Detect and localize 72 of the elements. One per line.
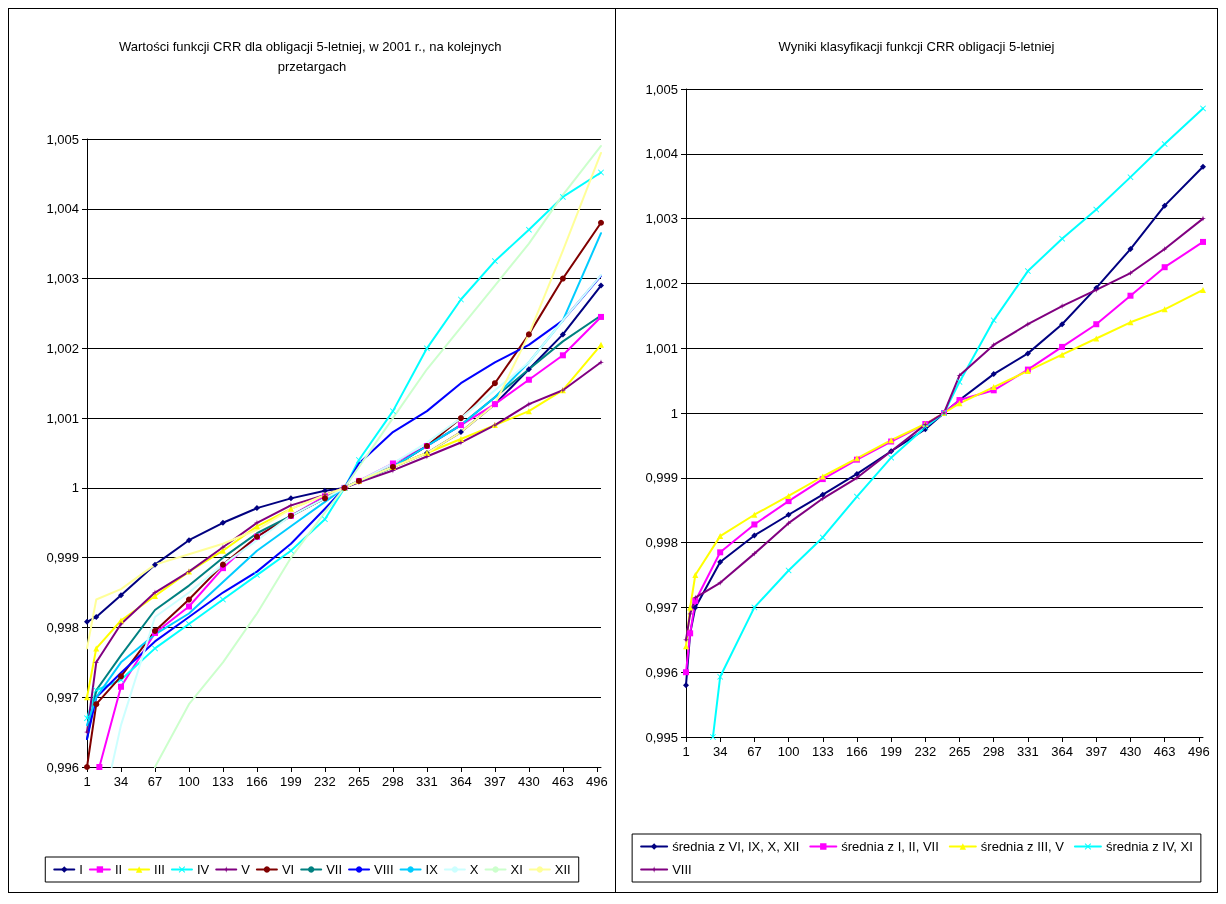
x-tick-label: 364 [450,774,472,789]
chart-title: Wartości funkcji CRR dla obligacji 5-letniej, w 2001 r., na kolejnych przetargach [118,38,506,74]
legend-label: średnia z I, II, VII [841,839,939,854]
x-tick-label: 1 [83,774,91,789]
x-tick-label: 133 [212,774,234,789]
legend-label: XI [510,862,523,877]
x-tick-label: 265 [948,744,971,759]
x-tick-label: 298 [382,774,404,789]
x-tick-label: 463 [1153,744,1176,759]
x-tick-label: 298 [982,744,1005,759]
y-tick-label: 1,001 [645,340,678,356]
legend-label: IX [425,862,439,877]
y-tick-label: 0,999 [645,470,678,486]
x-tick-label: 496 [1188,744,1210,759]
x-tick-label: 100 [178,774,200,789]
y-tick-label: 0,996 [46,759,79,775]
x-tick-label: 67 [147,774,163,789]
legend-label: VIII [374,862,394,877]
x-tick-label: 199 [880,744,902,759]
legend-label: X [469,862,479,877]
y-tick-label: 1,004 [645,146,678,162]
legend-label: średnia z IV, XI [1105,839,1193,854]
legend-label: XII [554,862,571,877]
y-tick-label: 0,998 [46,619,79,635]
x-tick-label: 232 [914,744,937,759]
x-tick-label: 199 [280,774,302,789]
y-tick-label: 1,003 [46,271,79,287]
legend-label: I [79,862,83,877]
x-tick-label: 430 [518,774,540,789]
x-tick-label: 1 [682,744,690,759]
x-tick-label: 265 [348,774,370,789]
legend-label: IV [196,862,210,877]
y-tick-label: 1 [71,480,79,496]
x-tick-label: 397 [484,774,506,789]
x-tick-label: 331 [1017,744,1039,759]
x-tick-label: 34 [113,774,129,789]
x-tick-label: 166 [246,774,268,789]
x-tick-label: 397 [1085,744,1108,759]
legend-label: III [154,862,165,877]
y-tick-label: 0,997 [46,689,79,705]
x-tick-label: 463 [552,774,574,789]
x-tick-label: 166 [846,744,868,759]
y-tick-label: 1,002 [46,340,79,356]
y-tick-label: 1,003 [645,211,678,227]
chart-title: Wyniki klasyfikacji funkcji CRR obligacji 5-letniej [778,38,1055,54]
x-tick-label: 331 [416,774,438,789]
y-tick-label: 1,001 [46,410,79,426]
x-tick-label: 133 [811,744,834,759]
x-tick-label: 232 [314,774,336,789]
y-tick-label: 1,005 [46,131,79,147]
legend-label: średnia z III, V [980,839,1065,854]
x-tick-label: 430 [1119,744,1142,759]
y-tick-label: 1,005 [645,81,678,97]
legend-label: VI [281,862,295,877]
x-tick-label: 100 [777,744,800,759]
legend-label: VII [326,862,343,877]
x-tick-label: 67 [747,744,762,759]
y-tick-label: 1,004 [46,201,79,217]
x-tick-label: 364 [1051,744,1073,759]
legend-label: średnia z VI, IX, X, XII [672,839,800,854]
y-tick-label: 1 [670,405,678,421]
x-tick-label: 496 [586,774,608,789]
y-tick-label: 0,996 [645,664,678,680]
y-tick-label: 0,998 [645,535,678,551]
legend-label: V [241,862,251,877]
legend-label: VIII [672,862,692,877]
y-tick-label: 0,999 [46,550,79,566]
y-tick-label: 1,002 [645,275,678,291]
x-tick-label: 34 [712,744,728,759]
y-tick-label: 0,997 [645,599,678,615]
y-tick-label: 0,995 [645,729,678,745]
legend-label: II [114,862,123,877]
